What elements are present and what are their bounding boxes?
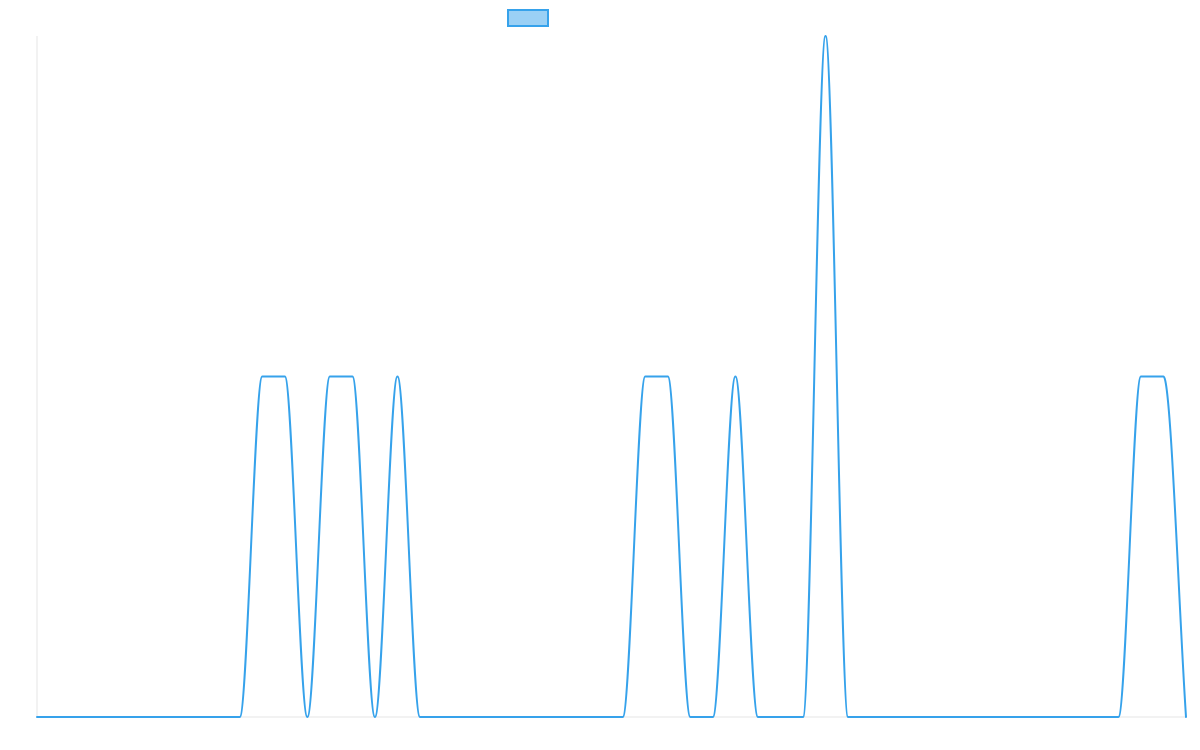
data-point[interactable] bbox=[575, 714, 581, 720]
data-point[interactable] bbox=[102, 714, 108, 720]
data-point[interactable] bbox=[57, 714, 63, 720]
series-line-0[interactable] bbox=[36, 35, 1187, 719]
data-point[interactable] bbox=[214, 714, 220, 720]
data-point[interactable] bbox=[1070, 714, 1076, 720]
data-point[interactable] bbox=[1160, 374, 1166, 380]
data-point[interactable] bbox=[1115, 714, 1121, 720]
data-point[interactable] bbox=[710, 714, 716, 720]
data-point[interactable] bbox=[169, 714, 175, 720]
data-point[interactable] bbox=[79, 714, 85, 720]
data-point[interactable] bbox=[124, 714, 130, 720]
legend-swatch[interactable] bbox=[507, 9, 549, 27]
data-point[interactable] bbox=[1183, 714, 1189, 720]
data-point[interactable] bbox=[259, 374, 265, 380]
data-point[interactable] bbox=[237, 714, 243, 720]
data-point[interactable] bbox=[372, 714, 378, 720]
data-point[interactable] bbox=[147, 714, 153, 720]
data-point[interactable] bbox=[732, 374, 738, 380]
data-point[interactable] bbox=[890, 714, 896, 720]
data-point[interactable] bbox=[777, 714, 783, 720]
data-point[interactable] bbox=[823, 33, 829, 39]
data-point[interactable] bbox=[552, 714, 558, 720]
data-point[interactable] bbox=[1003, 714, 1009, 720]
data-point[interactable] bbox=[530, 714, 536, 720]
data-point[interactable] bbox=[620, 714, 626, 720]
data-point[interactable] bbox=[913, 714, 919, 720]
data-point[interactable] bbox=[417, 714, 423, 720]
data-point[interactable] bbox=[868, 714, 874, 720]
data-point[interactable] bbox=[304, 714, 310, 720]
data-point[interactable] bbox=[34, 714, 40, 720]
data-point[interactable] bbox=[1138, 374, 1144, 380]
data-point[interactable] bbox=[755, 714, 761, 720]
data-point[interactable] bbox=[192, 714, 198, 720]
data-point[interactable] bbox=[687, 714, 693, 720]
data-point[interactable] bbox=[980, 714, 986, 720]
data-point[interactable] bbox=[394, 374, 400, 380]
data-point[interactable] bbox=[935, 714, 941, 720]
data-point[interactable] bbox=[642, 374, 648, 380]
data-point[interactable] bbox=[958, 714, 964, 720]
chart-legend[interactable] bbox=[507, 9, 549, 27]
data-point[interactable] bbox=[282, 374, 288, 380]
data-point[interactable] bbox=[327, 374, 333, 380]
data-point[interactable] bbox=[597, 714, 603, 720]
data-point[interactable] bbox=[485, 714, 491, 720]
data-point[interactable] bbox=[800, 714, 806, 720]
data-point[interactable] bbox=[1093, 714, 1099, 720]
data-point[interactable] bbox=[440, 714, 446, 720]
data-point[interactable] bbox=[1048, 714, 1054, 720]
data-point[interactable] bbox=[349, 374, 355, 380]
data-point[interactable] bbox=[845, 714, 851, 720]
data-point[interactable] bbox=[462, 714, 468, 720]
plot-area bbox=[34, 33, 1189, 720]
data-point[interactable] bbox=[1025, 714, 1031, 720]
data-point[interactable] bbox=[507, 714, 513, 720]
data-point[interactable] bbox=[665, 374, 671, 380]
